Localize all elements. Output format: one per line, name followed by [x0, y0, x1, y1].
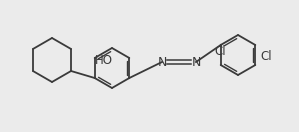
Text: Cl: Cl [215, 45, 226, 58]
Text: N: N [191, 55, 201, 69]
Text: Cl: Cl [260, 50, 272, 63]
Text: HO: HO [95, 54, 113, 67]
Text: N: N [157, 55, 167, 69]
